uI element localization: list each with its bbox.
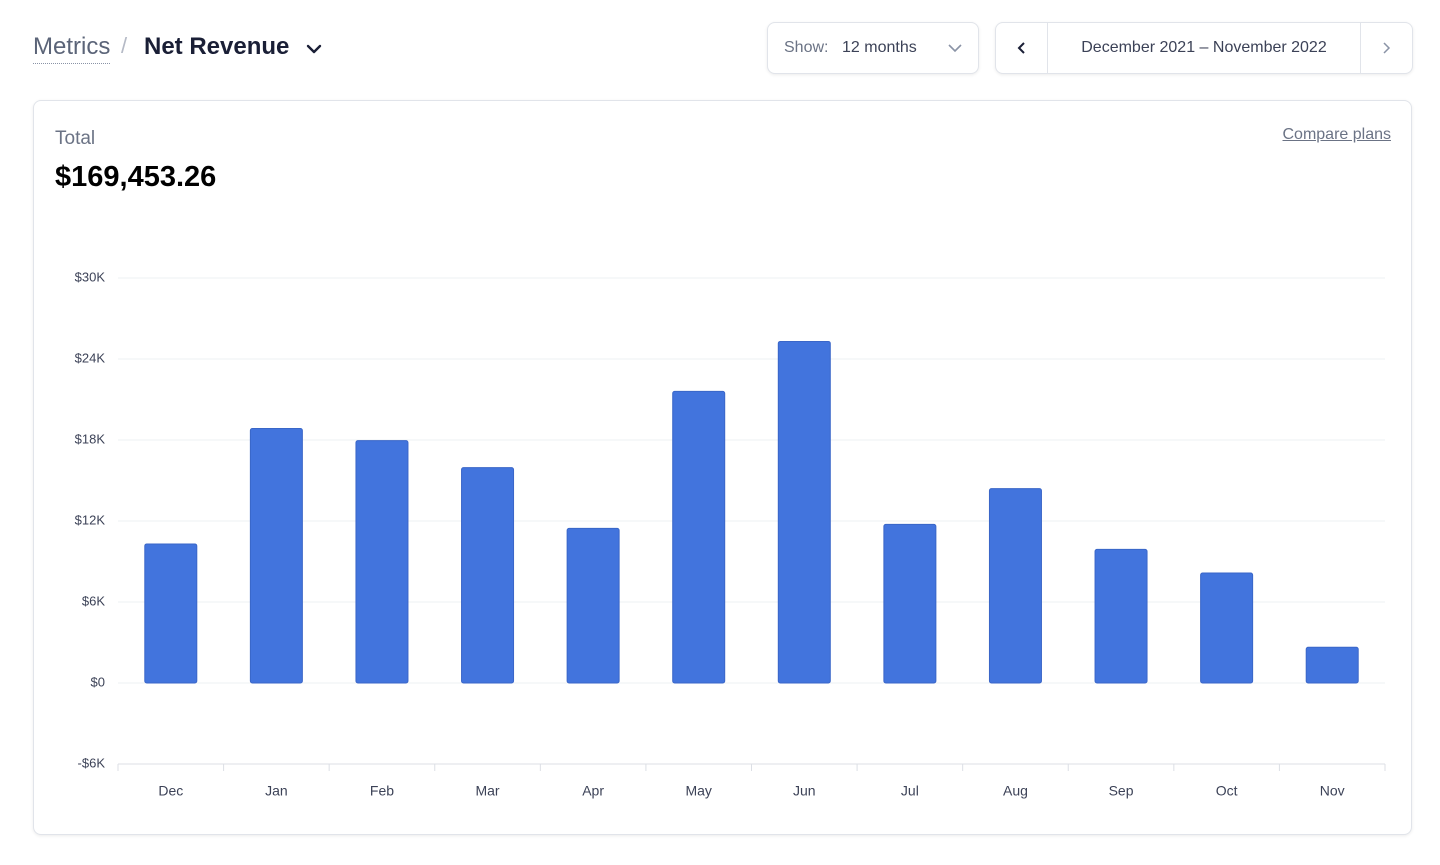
next-icon xyxy=(1383,42,1391,54)
y-tick-label: $24K xyxy=(75,350,106,365)
next-button[interactable] xyxy=(1360,23,1412,73)
x-tick-label: Feb xyxy=(370,783,394,799)
x-tick-label: Jun xyxy=(793,783,816,799)
total-value: $169,453.26 xyxy=(55,161,217,193)
title-dropdown-icon[interactable] xyxy=(305,40,323,58)
breadcrumb-link[interactable]: Metrics xyxy=(33,33,111,64)
bar xyxy=(249,428,303,684)
x-tick-label: Nov xyxy=(1320,783,1345,799)
x-tick-label: Apr xyxy=(582,783,604,799)
y-tick-label: $12K xyxy=(75,512,106,527)
previous-icon xyxy=(1017,42,1025,54)
x-tick-label: Jul xyxy=(901,783,919,799)
bar xyxy=(144,543,198,684)
y-tick-label: $6K xyxy=(82,593,105,608)
page-title[interactable]: Net Revenue xyxy=(144,33,290,60)
date-pager: December 2021 – November 2022 xyxy=(995,22,1413,74)
chart: -$6K $0 $6K $12K $18K $24K $30K Dec Jan Feb Mar Apr… xyxy=(75,269,1386,799)
x-tick-label: Oct xyxy=(1216,783,1238,799)
date-range: December 2021 – November 2022 xyxy=(1081,39,1327,56)
x-tick-label: May xyxy=(685,783,711,799)
bar xyxy=(672,390,726,684)
x-tick-label: Sep xyxy=(1109,783,1134,799)
total-label: Total xyxy=(55,128,96,149)
x-tick-label: Dec xyxy=(158,783,183,799)
bar xyxy=(988,488,1042,684)
x-tick-label: Jan xyxy=(265,783,288,799)
bar xyxy=(566,527,620,684)
bar xyxy=(461,467,515,684)
bar xyxy=(1200,572,1254,684)
y-tick-label: $30K xyxy=(75,269,106,284)
breadcrumb-separator: / xyxy=(121,33,128,58)
y-tick-label: $0 xyxy=(91,674,105,689)
dropdown-icon xyxy=(948,44,962,53)
metric-card: Total $169,453.26 Compare plans -$6K $0 $6… xyxy=(33,100,1412,835)
dropdown-value: 12 months xyxy=(842,39,917,56)
x-tick-label: Mar xyxy=(475,783,499,799)
bar xyxy=(777,340,831,684)
y-tick-label: -$6K xyxy=(78,755,106,770)
dropdown-label: Show: xyxy=(784,39,829,56)
y-tick-label: $18K xyxy=(75,431,106,446)
bar xyxy=(883,523,937,684)
period-dropdown[interactable]: Show: 12 months xyxy=(767,22,979,74)
compare-plans-link[interactable]: Compare plans xyxy=(1282,126,1392,143)
bar xyxy=(1094,548,1148,684)
previous-button[interactable] xyxy=(996,23,1048,73)
bar xyxy=(355,440,409,684)
x-tick-label: Aug xyxy=(1003,783,1028,799)
bar xyxy=(1305,646,1359,684)
